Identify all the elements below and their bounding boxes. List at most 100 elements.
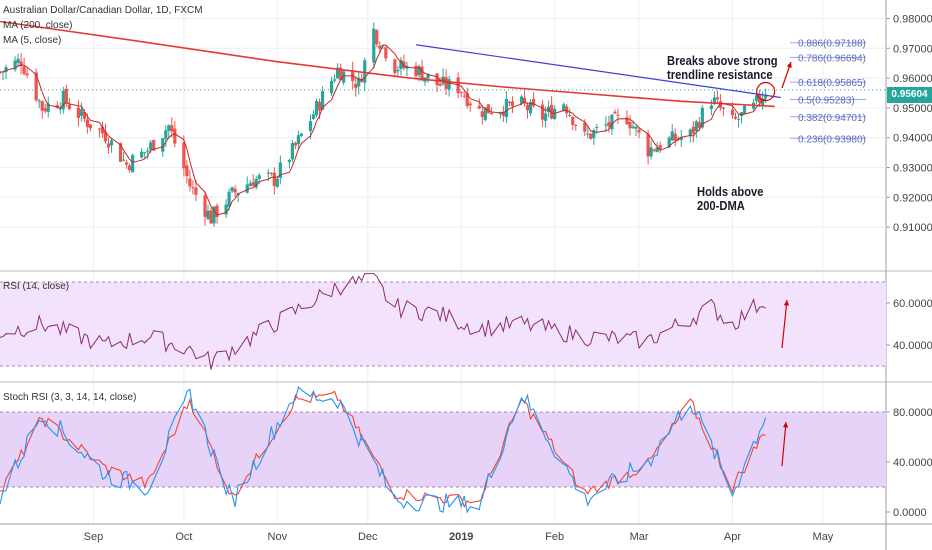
fib-level-label: 0.618(0.95865) (798, 78, 866, 89)
stoch-y-tick-label: 0.0000 (893, 507, 927, 519)
fib-level-label: 0.382(0.94701) (798, 113, 866, 124)
bullish-candle (764, 94, 768, 99)
bullish-candle (342, 71, 346, 83)
bullish-candle (79, 109, 83, 116)
bearish-candle (215, 205, 219, 218)
stoch-up-arrow (781, 421, 787, 467)
stoch-y-tick-label: 40.0000 (893, 457, 932, 469)
bullish-candle (167, 125, 171, 131)
bullish-candle (709, 105, 713, 110)
x-tick-label: Feb (545, 531, 564, 543)
y-tick-label: 0.91000 (893, 222, 932, 234)
y-tick-label: 0.92000 (893, 192, 932, 204)
bearish-candle (571, 117, 575, 125)
bearish-candle (550, 104, 554, 119)
bullish-candle (329, 80, 334, 94)
bullish-candle (311, 114, 316, 119)
bearish-candle (691, 126, 695, 134)
bullish-candle (4, 67, 8, 72)
y-tick-label: 0.98000 (893, 14, 932, 26)
ma200-line (0, 20, 775, 108)
bullish-candle (308, 121, 313, 132)
bearish-candle (540, 104, 545, 120)
bearish-candle (462, 95, 466, 97)
bearish-candle (459, 92, 463, 94)
x-tick-label: May (813, 531, 834, 543)
bearish-candle (34, 72, 38, 101)
fib-level-label: 0.886(0.97188) (798, 39, 866, 50)
y-tick-label: 0.93000 (893, 163, 932, 175)
bullish-candle (227, 191, 231, 207)
bullish-candle (245, 184, 249, 193)
bullish-candle (649, 147, 653, 157)
bullish-candle (483, 107, 487, 120)
bearish-candle (438, 83, 442, 86)
bullish-candle (679, 137, 683, 140)
chart-legend: Australian Dollar/Canadian Dollar, 1D, F… (3, 3, 203, 48)
bullish-candle (254, 178, 258, 188)
bullish-candle (131, 155, 135, 173)
bearish-candle (507, 101, 512, 103)
bearish-candle (64, 88, 68, 104)
y-tick-label: 0.96000 (893, 73, 932, 85)
bearish-candle (616, 114, 620, 116)
bullish-candle (562, 104, 566, 111)
bullish-candle (519, 96, 524, 104)
hold-annotation-line2: 200-DMA (697, 198, 745, 213)
bullish-candle (332, 79, 337, 81)
bearish-candle (435, 73, 439, 86)
bullish-candle (667, 137, 671, 148)
breakout-circle (756, 81, 776, 102)
bearish-candle (191, 187, 195, 189)
bearish-candle (76, 107, 80, 118)
bullish-candle (447, 79, 451, 90)
bearish-candle (730, 109, 735, 116)
bearish-candle (103, 131, 108, 142)
bullish-candle (278, 162, 282, 179)
hold-annotation-line1: Holds above (697, 184, 764, 199)
rsi-y-tick-label: 60.0000 (893, 298, 932, 310)
bearish-candle (589, 133, 593, 139)
x-tick-label: Nov (268, 531, 288, 543)
rsi-line (0, 273, 766, 370)
bullish-candle (357, 77, 361, 87)
bullish-candle (248, 183, 252, 187)
candlesticks (0, 22, 768, 227)
bullish-candle (13, 60, 17, 70)
bullish-candle (363, 60, 367, 83)
bullish-candle (595, 127, 599, 129)
stoch-rsi-legend: Stoch RSI (3, 3, 14, 14, close) (3, 392, 137, 403)
bullish-candle (761, 98, 765, 106)
bearish-candle (384, 47, 388, 59)
bullish-candle (399, 60, 403, 69)
bullish-candle (164, 130, 168, 139)
bearish-candle (125, 162, 129, 165)
bearish-candle (188, 178, 192, 187)
y-tick-label: 0.97000 (893, 43, 932, 55)
bearish-candle (118, 143, 123, 162)
bearish-candle (607, 122, 611, 127)
bearish-candle (354, 83, 358, 88)
ma200-legend: MA (200, close) (3, 20, 73, 31)
bearish-candle (378, 45, 382, 49)
hold-annotation: Holds above 200-DMA (697, 185, 763, 213)
bearish-candle (468, 103, 472, 106)
bullish-candle (610, 114, 614, 130)
x-tick-label: Mar (630, 531, 649, 543)
last-price-badge: 0.95604 (887, 87, 932, 103)
trendline-resistance (415, 44, 781, 99)
bearish-candle (182, 142, 186, 169)
stoch-k-line (0, 385, 767, 514)
bullish-candle (688, 129, 692, 136)
x-tick-label: Dec (358, 531, 378, 543)
fib-level-label: 0.786(0.96694) (798, 53, 866, 64)
bearish-candle (203, 195, 207, 217)
bearish-candle (100, 126, 105, 134)
bullish-candle (296, 135, 301, 145)
bullish-candle (670, 131, 674, 141)
bullish-candle (161, 138, 165, 152)
bullish-candle (290, 143, 294, 160)
stoch-y-tick-label: 80.0000 (893, 407, 932, 419)
bearish-candle (628, 121, 632, 129)
